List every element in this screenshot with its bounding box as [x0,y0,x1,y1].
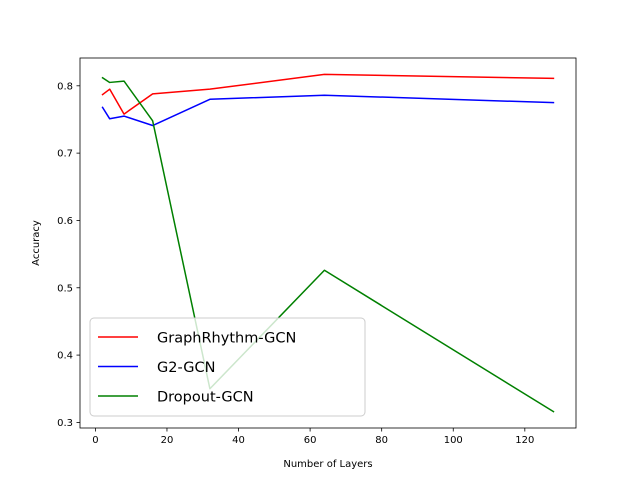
x-tick-label: 80 [375,435,388,446]
series-line-graphrhythm-gcn [101,73,555,115]
y-tick-label: 0.3 [57,418,73,429]
y-tick-label: 0.7 [57,149,73,160]
y-axis-ticks: 0.3 0.4 0.5 0.6 0.7 0.8 [57,81,80,429]
legend-entries: GraphRhythm-GCN G2-GCN Dropout-GCN [98,331,296,406]
y-tick-label: 0.6 [57,216,73,227]
x-axis-ticks: 0 20 40 60 80 100 120 [92,428,534,446]
series-line-dropout-gcn [101,76,555,413]
x-tick-label: 100 [444,435,463,446]
legend-label-graphrhythm-gcn: GraphRhythm-GCN [157,331,296,347]
x-tick-label: 40 [232,435,245,446]
legend-label-g2-gcn: G2-GCN [157,360,215,376]
y-tick-label: 0.8 [57,81,73,92]
x-tick-label: 0 [92,435,98,446]
y-tick-label: 0.4 [57,351,73,362]
series-layer [101,73,555,413]
x-tick-label: 20 [161,435,174,446]
legend: GraphRhythm-GCN G2-GCN Dropout-GCN [89,317,366,417]
x-tick-label: 120 [515,435,534,446]
legend-box [89,317,366,417]
y-tick-label: 0.5 [57,283,73,294]
series-line-g2-gcn [101,94,555,127]
y-axis-label: Accuracy [31,220,42,266]
x-axis-label: Number of Layers [283,459,372,470]
plot-frame [79,57,577,429]
x-tick-label: 60 [304,435,317,446]
legend-label-dropout-gcn: Dropout-GCN [157,390,254,406]
